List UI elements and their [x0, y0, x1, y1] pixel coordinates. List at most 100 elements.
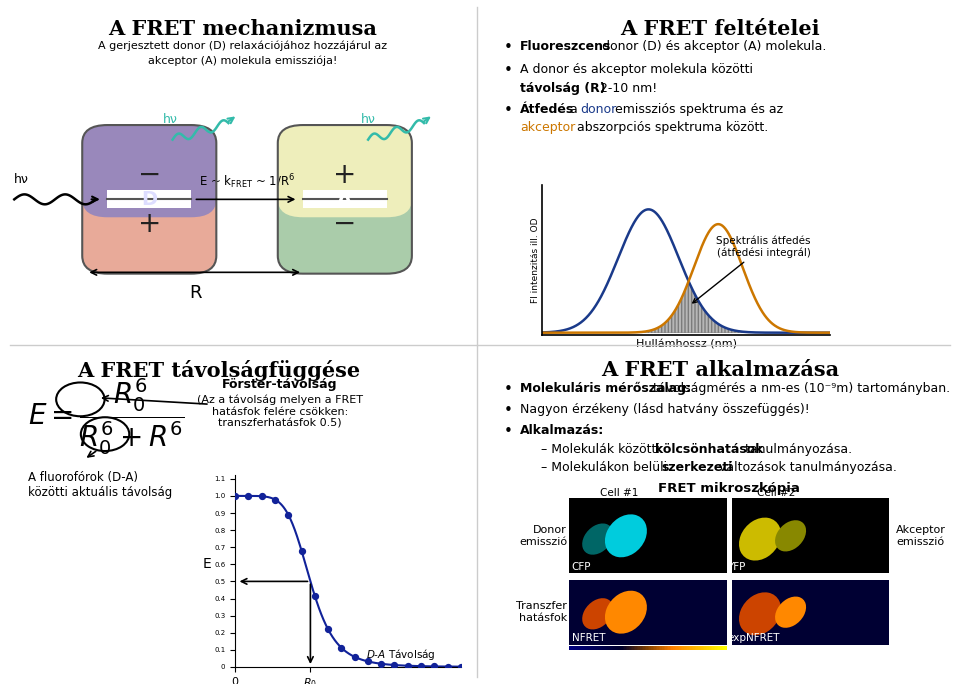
- Text: E ~ k$_\mathrm{FRET}$ ~ 1/R$^6$: E ~ k$_\mathrm{FRET}$ ~ 1/R$^6$: [199, 172, 295, 191]
- Text: A gerjesztett donor (D) relaxációjához hozzájárul az: A gerjesztett donor (D) relaxációjához h…: [98, 40, 387, 51]
- Bar: [678, 646, 680, 650]
- FancyBboxPatch shape: [83, 181, 216, 274]
- Bar: [643, 646, 645, 650]
- Point: [387, 659, 402, 670]
- Text: A FRET alkalmazása: A FRET alkalmazása: [601, 360, 839, 380]
- Bar: [701, 646, 704, 650]
- Bar: [718, 646, 720, 650]
- Bar: [633, 646, 635, 650]
- Bar: [594, 646, 596, 650]
- Text: tanulmányozása.: tanulmányozása.: [741, 443, 852, 456]
- Text: Fluoreszcens: Fluoreszcens: [520, 40, 612, 53]
- Bar: [715, 646, 717, 650]
- Text: •: •: [504, 40, 513, 55]
- Bar: [581, 646, 583, 650]
- Text: •: •: [504, 103, 513, 118]
- Text: +: +: [333, 161, 356, 189]
- Point: [440, 661, 455, 672]
- Bar: [685, 646, 687, 650]
- Text: a: a: [566, 103, 582, 116]
- Bar: [705, 646, 707, 650]
- Bar: [671, 646, 673, 650]
- Bar: [616, 646, 618, 650]
- Bar: [612, 646, 613, 650]
- Point: [307, 590, 323, 601]
- Text: Nagyon érzékeny (lásd hatvány összefüggés)!: Nagyon érzékeny (lásd hatvány összefüggé…: [520, 403, 810, 416]
- Text: Átfedés: Átfedés: [520, 103, 574, 116]
- Text: hν: hν: [361, 114, 376, 127]
- Bar: [692, 646, 694, 650]
- Text: −: −: [333, 210, 356, 238]
- Text: hν: hν: [163, 114, 179, 127]
- Text: szerkezeti: szerkezeti: [661, 461, 732, 474]
- Bar: [646, 646, 648, 650]
- Point: [267, 494, 282, 505]
- Point: [254, 490, 270, 501]
- Bar: [606, 646, 608, 650]
- Bar: [571, 646, 573, 650]
- Bar: [641, 646, 643, 650]
- Bar: [619, 646, 622, 650]
- Text: •: •: [504, 382, 513, 397]
- FancyBboxPatch shape: [83, 125, 216, 218]
- Bar: [593, 646, 595, 650]
- Bar: [586, 646, 588, 650]
- Bar: [588, 646, 590, 650]
- Text: +: +: [137, 210, 161, 238]
- Bar: [599, 646, 601, 650]
- Bar: [660, 646, 662, 650]
- Point: [426, 661, 442, 672]
- Point: [334, 642, 349, 653]
- Bar: [732, 499, 889, 573]
- Bar: [576, 646, 578, 650]
- Bar: [629, 646, 631, 650]
- Bar: [732, 580, 889, 644]
- Text: akceptor: akceptor: [520, 121, 575, 134]
- Point: [414, 661, 429, 672]
- Text: távolság (R): távolság (R): [520, 81, 606, 94]
- Bar: [709, 646, 711, 650]
- Bar: [710, 646, 712, 650]
- Text: −: −: [137, 161, 161, 189]
- Bar: [675, 646, 677, 650]
- Text: $E = \dfrac{R_0^6}{R_0^6 + R^6}$: $E = \dfrac{R_0^6}{R_0^6 + R^6}$: [28, 377, 184, 458]
- Bar: [668, 646, 670, 650]
- Bar: [569, 646, 571, 650]
- Bar: [621, 646, 623, 650]
- Bar: [651, 646, 653, 650]
- Bar: [683, 646, 684, 650]
- Bar: [653, 646, 655, 650]
- Text: Transzfer
hatásfok: Transzfer hatásfok: [516, 601, 567, 623]
- Y-axis label: E: E: [203, 557, 211, 571]
- Bar: [662, 646, 664, 650]
- Text: akceptor (A) molekula emissziója!: akceptor (A) molekula emissziója!: [148, 55, 337, 66]
- Bar: [574, 646, 576, 650]
- Text: 2-10 nm!: 2-10 nm!: [596, 81, 658, 94]
- Text: emissziós spektruma és az: emissziós spektruma és az: [611, 103, 787, 116]
- Text: abszorpciós spektruma között.: abszorpciós spektruma között.: [573, 121, 768, 134]
- Bar: [604, 646, 606, 650]
- Bar: [584, 646, 586, 650]
- Point: [321, 624, 336, 635]
- Text: CFP: CFP: [572, 562, 591, 572]
- Text: •: •: [504, 403, 513, 418]
- Bar: [631, 646, 633, 650]
- Ellipse shape: [775, 596, 806, 628]
- Text: Spektrális átfedés
(átfedési integrál): Spektrális átfedés (átfedési integrál): [693, 235, 811, 303]
- Bar: [665, 646, 667, 650]
- Bar: [658, 646, 660, 650]
- Bar: [303, 190, 387, 209]
- Point: [400, 660, 416, 671]
- Bar: [603, 646, 605, 650]
- Bar: [577, 646, 579, 650]
- Bar: [615, 646, 617, 650]
- Text: •: •: [504, 64, 513, 79]
- Bar: [688, 646, 690, 650]
- Bar: [569, 580, 727, 644]
- FancyBboxPatch shape: [277, 125, 412, 218]
- Bar: [636, 646, 639, 650]
- Text: – Molekulákon belüli: – Molekulákon belüli: [541, 461, 671, 474]
- Text: Molekuláris mérőszalag:: Molekuláris mérőszalag:: [520, 382, 691, 395]
- Bar: [587, 646, 588, 650]
- Bar: [680, 646, 682, 650]
